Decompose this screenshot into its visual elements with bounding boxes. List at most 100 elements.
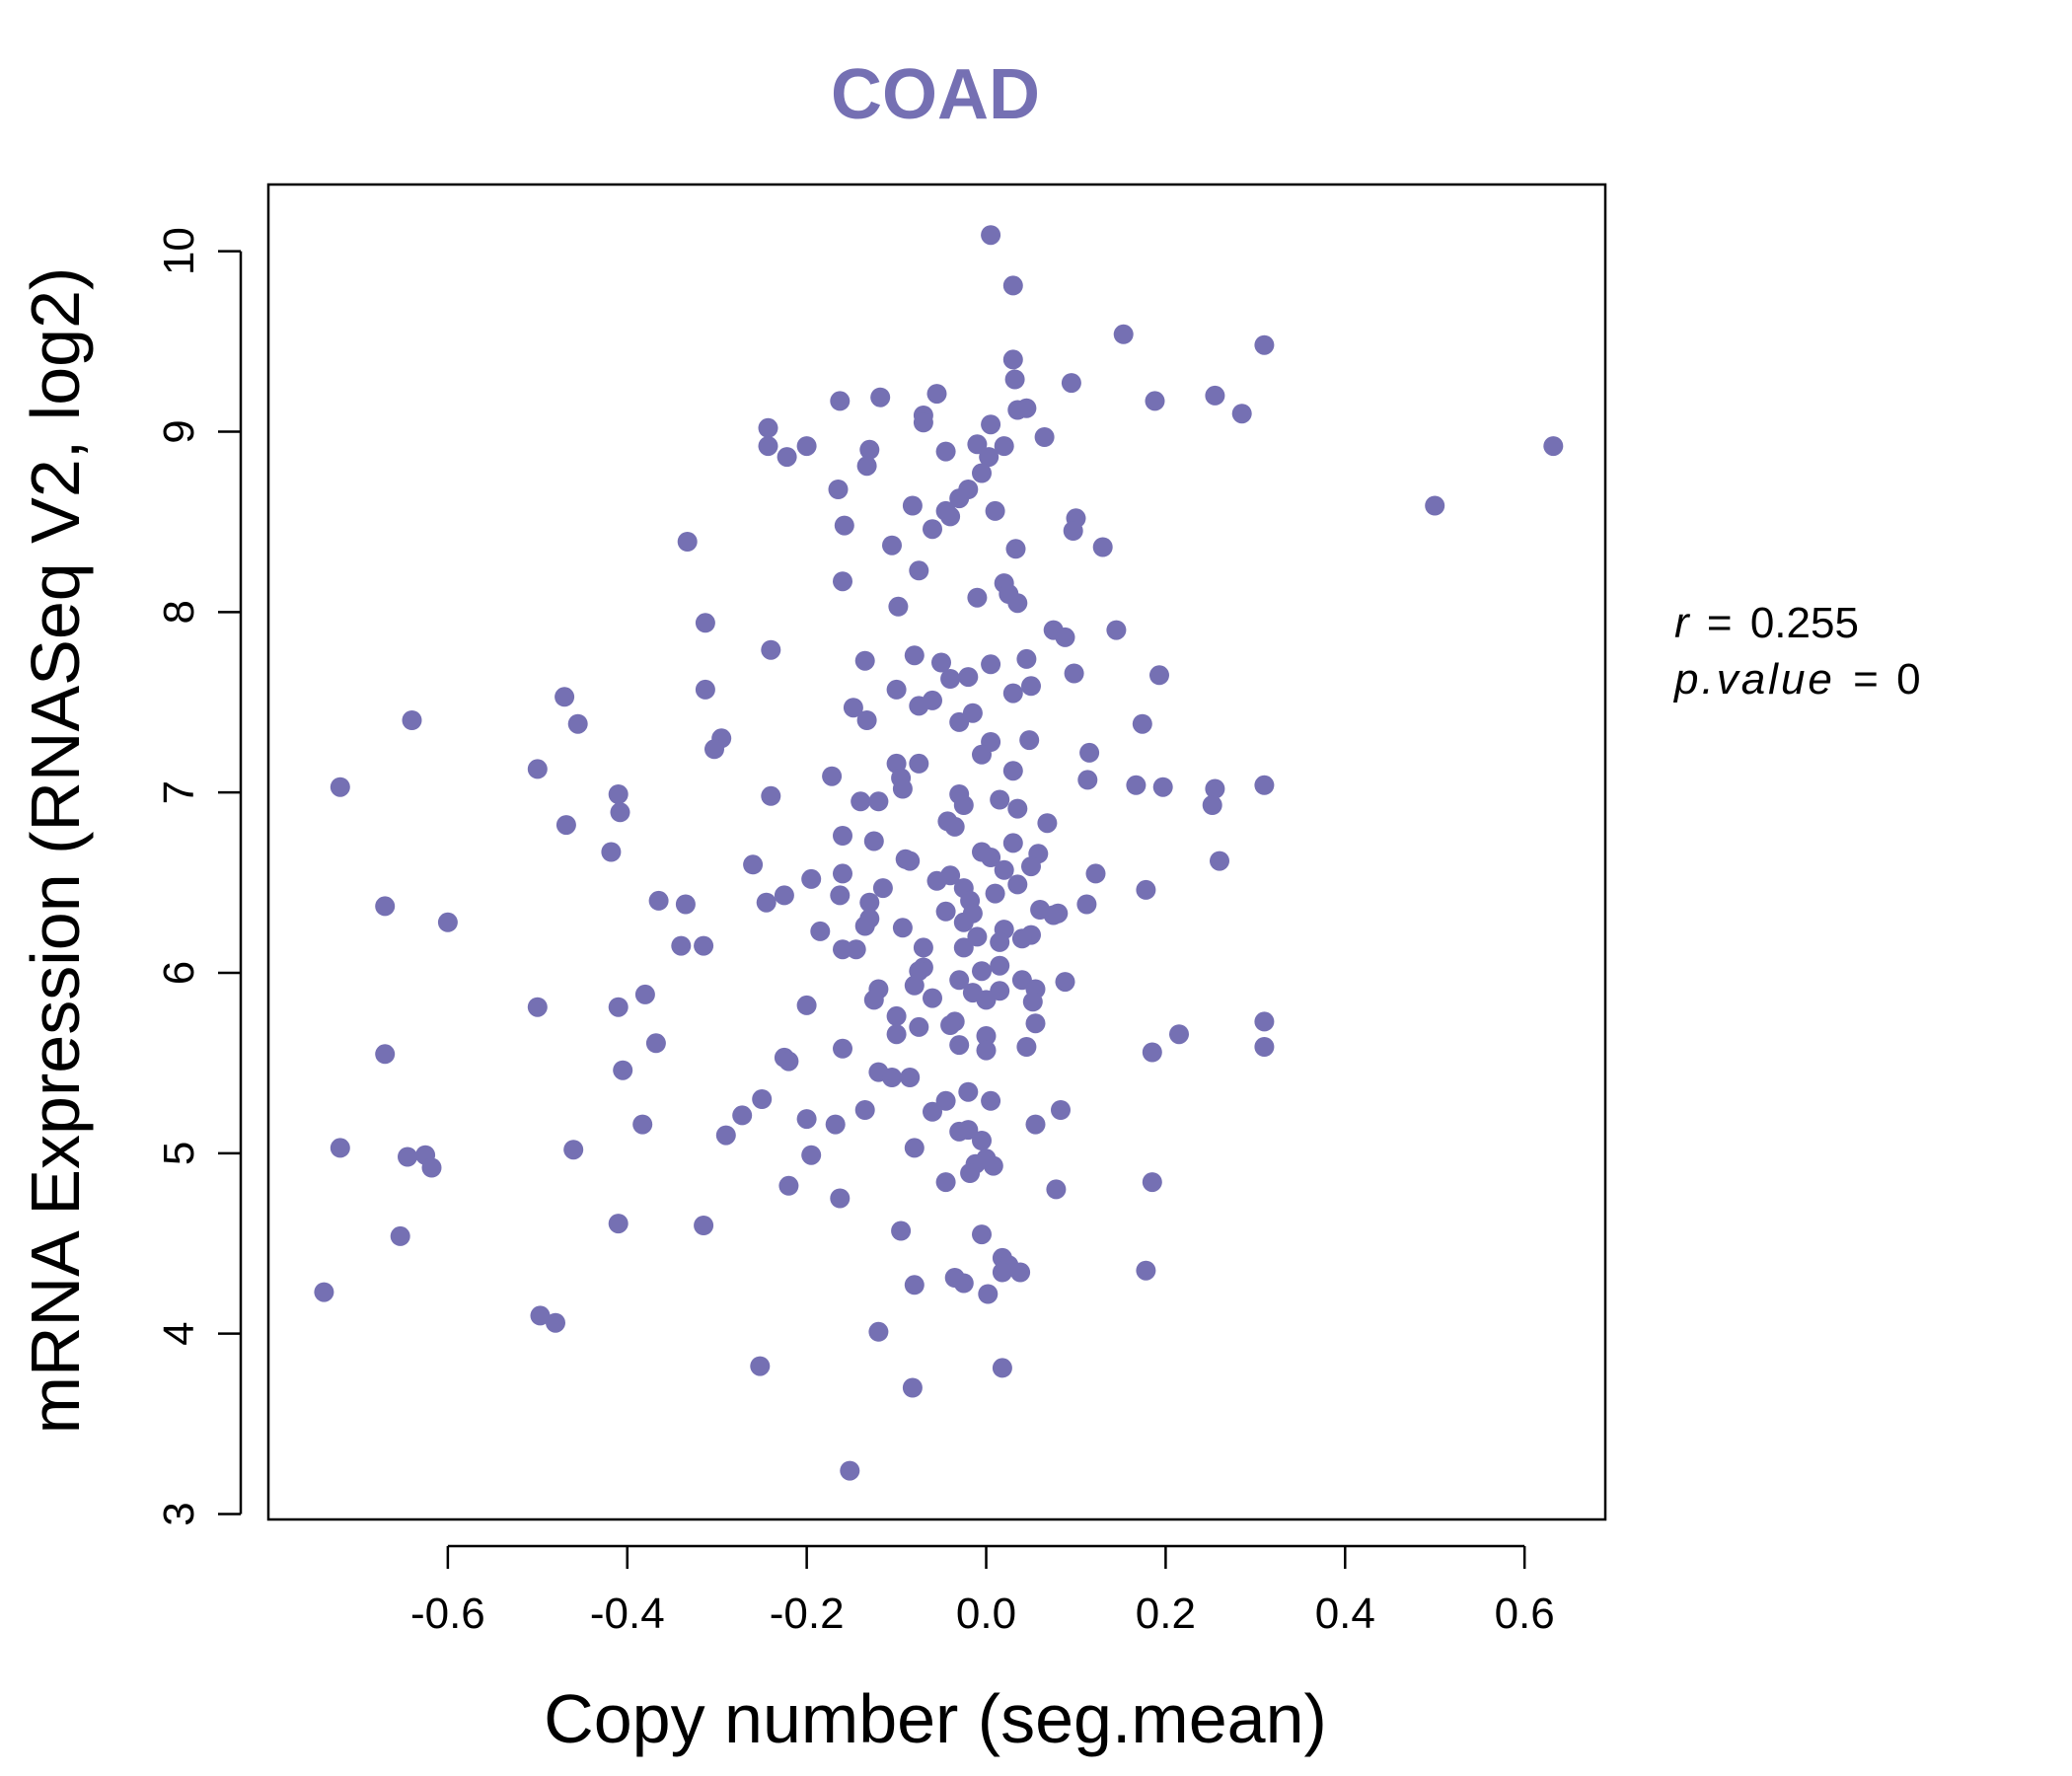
data-point [967, 926, 988, 947]
data-point [856, 710, 877, 730]
data-point [981, 414, 1001, 435]
data-point [859, 892, 880, 913]
data-point [750, 1356, 771, 1376]
data-point [330, 1138, 350, 1158]
data-point [822, 766, 843, 786]
data-point [854, 650, 875, 671]
data-point [1016, 1037, 1037, 1057]
data-point [390, 1225, 410, 1246]
y-tick-label: 4 [155, 1321, 203, 1345]
data-point [1543, 436, 1564, 457]
data-point [990, 955, 1010, 976]
data-point [825, 1114, 846, 1135]
data-point [909, 696, 929, 716]
data-point [546, 1312, 565, 1333]
data-point [778, 1175, 799, 1196]
data-point [1037, 813, 1058, 834]
data-point [940, 1015, 961, 1035]
data-point [972, 463, 992, 483]
data-point [1048, 903, 1069, 924]
data-point [953, 937, 974, 958]
data-point [935, 1090, 956, 1111]
data-point [856, 456, 877, 477]
data-point [608, 997, 629, 1017]
data-point [645, 1033, 666, 1054]
y-tick-label: 5 [155, 1142, 203, 1165]
data-point [613, 1060, 633, 1080]
data-point [840, 1460, 860, 1481]
data-point [976, 1026, 997, 1046]
data-point [1126, 775, 1147, 795]
data-point [1205, 778, 1225, 799]
data-point [1425, 495, 1445, 516]
data-point [983, 1155, 1003, 1176]
x-axis-title: Copy number (seg.mean) [544, 1680, 1327, 1757]
data-point [675, 894, 696, 915]
data-point [979, 447, 999, 468]
data-point [985, 883, 1005, 904]
data-point [904, 645, 925, 666]
r-label: r [1674, 599, 1691, 647]
y-tick-label: 3 [155, 1502, 203, 1525]
r-equals: = [1707, 599, 1733, 647]
data-point [904, 1275, 925, 1295]
y-tick-label: 6 [155, 961, 203, 985]
data-point [926, 384, 947, 405]
svg-text:r = 0.255: r = 0.255 [1674, 599, 1859, 647]
data-point [1076, 894, 1097, 915]
data-point [828, 480, 849, 499]
data-point [992, 1358, 1012, 1378]
data-point [985, 500, 1005, 521]
data-point [695, 613, 715, 633]
data-point [990, 789, 1010, 810]
data-point [967, 587, 988, 608]
data-point [758, 417, 778, 438]
data-point [949, 711, 970, 732]
data-point [671, 935, 692, 956]
data-point [953, 912, 974, 932]
data-point [1051, 1100, 1071, 1120]
data-point [1025, 1114, 1046, 1135]
data-point [830, 391, 851, 411]
data-point [608, 784, 629, 804]
data-point [761, 639, 781, 660]
data-point [830, 885, 851, 906]
data-point [375, 896, 396, 917]
data-point [555, 815, 576, 836]
data-point [1205, 385, 1225, 406]
data-point [833, 939, 852, 960]
data-point [981, 1090, 1001, 1111]
data-point [1055, 972, 1075, 993]
data-point [1077, 770, 1098, 790]
data-point [1011, 928, 1032, 949]
y-tick-label: 10 [155, 227, 203, 275]
data-point [931, 652, 951, 673]
data-point [1169, 1024, 1189, 1045]
data-point [330, 777, 350, 797]
data-point [923, 1101, 942, 1122]
data-point [935, 1172, 956, 1193]
data-point [926, 870, 947, 891]
data-point [796, 995, 817, 1015]
data-point [891, 1221, 912, 1241]
data-point [1113, 324, 1134, 344]
data-point [834, 515, 854, 536]
data-point [695, 679, 715, 700]
data-point [1152, 777, 1173, 797]
data-point [940, 669, 961, 689]
data-point [704, 739, 724, 760]
data-point [1046, 1179, 1067, 1200]
data-point [892, 778, 913, 799]
data-point [1202, 795, 1222, 815]
data-point [976, 990, 997, 1010]
data-point [1254, 775, 1275, 795]
data-point [1142, 1042, 1162, 1063]
p-value: 0 [1896, 655, 1920, 703]
data-point [972, 961, 992, 982]
data-point [904, 1138, 925, 1158]
data-point [900, 1068, 921, 1087]
data-point [1004, 369, 1025, 390]
data-point [527, 997, 548, 1017]
data-point [949, 1121, 970, 1142]
points-layer [314, 225, 1564, 1481]
